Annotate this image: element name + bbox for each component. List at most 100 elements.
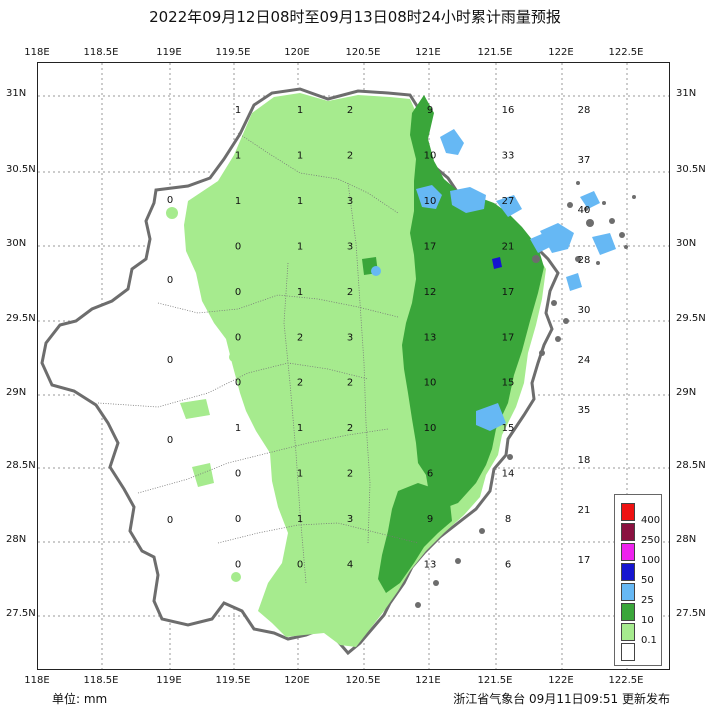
rainfall-value: 12 (424, 287, 437, 298)
rainfall-value: 37 (578, 155, 591, 166)
rainfall-value: 1 (297, 287, 303, 298)
rain-zone-intense (492, 257, 502, 269)
rainfall-value: 0 (167, 275, 173, 286)
map-svg: 0000011100001000111112211102233232223491… (38, 63, 669, 669)
legend-swatch (621, 643, 635, 661)
y-tick-left: 28N (6, 534, 27, 545)
rainfall-value: 1 (297, 241, 303, 252)
rainfall-value: 2 (297, 378, 303, 389)
x-tick-bottom: 118E (24, 675, 50, 686)
y-tick-right: 28N (676, 534, 697, 545)
legend-swatch (621, 503, 635, 521)
x-tick-bottom: 118.5E (83, 675, 119, 686)
y-tick-left: 30N (6, 238, 27, 249)
rainfall-value: 0 (167, 355, 173, 366)
y-tick-right: 29N (676, 387, 697, 398)
legend-swatch (621, 603, 635, 621)
rainfall-value: 2 (347, 423, 353, 434)
x-tick-bottom: 119.5E (215, 675, 251, 686)
rain-spot (229, 352, 239, 362)
islands (415, 181, 636, 608)
rain-spot (192, 463, 214, 487)
x-tick-bottom: 120E (284, 675, 310, 686)
rain-zone-heavy (566, 273, 582, 291)
rainfall-value: 0 (235, 560, 241, 571)
rainfall-value: 17 (578, 555, 591, 566)
x-tick-bottom: 120.5E (345, 675, 381, 686)
rainfall-value: 0 (167, 435, 173, 446)
rainfall-value: 13 (424, 332, 437, 343)
x-tick-top: 119E (156, 47, 182, 58)
legend-swatch (621, 563, 635, 581)
rainfall-value: 17 (502, 287, 515, 298)
x-tick-top: 118.5E (83, 47, 119, 58)
legend-label: 0.1 (641, 635, 657, 646)
rain-zone-heavy (592, 233, 616, 255)
rainfall-value: 17 (424, 241, 437, 252)
rain-zone-moderate (378, 483, 452, 593)
rainfall-value: 1 (235, 423, 241, 434)
county-borders (97, 132, 419, 584)
rain-spot (231, 572, 241, 582)
rainfall-value: 9 (427, 514, 433, 525)
y-tick-left: 28.5N (6, 460, 36, 471)
rainfall-value: 0 (235, 332, 241, 343)
rainfall-value: 2 (347, 105, 353, 116)
x-tick-top: 122E (548, 47, 574, 58)
legend-label: 50 (641, 575, 654, 586)
x-tick-top: 120.5E (345, 47, 381, 58)
rainfall-value: 10 (424, 150, 437, 161)
legend-label: 100 (641, 555, 661, 566)
rainfall-value: 28 (578, 105, 591, 116)
rainfall-value: 1 (297, 150, 303, 161)
rainfall-value: 21 (578, 505, 591, 516)
rainfall-value: 1 (235, 150, 241, 161)
rainfall-value: 10 (424, 423, 437, 434)
x-tick-top: 120E (284, 47, 310, 58)
rainfall-value: 3 (347, 332, 353, 343)
unit-label: 单位: mm (52, 692, 108, 706)
x-tick-bottom: 122E (548, 675, 574, 686)
rainfall-value: 10 (424, 378, 437, 389)
rainfall-value: 1 (297, 105, 303, 116)
y-tick-right: 29.5N (676, 313, 706, 324)
rainfall-value: 4 (347, 560, 353, 571)
x-tick-bottom: 119E (156, 675, 182, 686)
rainfall-value: 1 (297, 514, 303, 525)
x-tick-bottom: 122.5E (608, 675, 644, 686)
rainfall-value: 15 (502, 423, 515, 434)
rain-spot (166, 207, 178, 219)
map-title: 2022年09月12日08时至09月13日08时24小时累计雨量预报 (149, 8, 561, 26)
rain-zone-heavy (371, 266, 381, 276)
rainfall-value: 9 (427, 105, 433, 116)
rainfall-values: 0000011100001000111112211102233232223491… (167, 105, 591, 571)
rainfall-value: 33 (502, 150, 515, 161)
rainfall-value: 1 (235, 105, 241, 116)
rainfall-value: 1 (297, 469, 303, 480)
rain-spot (180, 399, 210, 419)
x-tick-bottom: 121.5E (477, 675, 513, 686)
legend: 400 250 100 50 25 10 0.1 (614, 494, 662, 666)
rainfall-value: 2 (347, 469, 353, 480)
rainfall-value: 18 (578, 455, 591, 466)
rainfall-value: 2 (297, 332, 303, 343)
rainfall-value: 0 (167, 515, 173, 526)
rainfall-value: 17 (502, 332, 515, 343)
y-tick-right: 28.5N (676, 460, 706, 471)
rainfall-value: 2 (347, 287, 353, 298)
rainfall-value: 13 (424, 560, 437, 571)
legend-label: 10 (641, 615, 654, 626)
y-tick-right: 27.5N (676, 608, 706, 619)
rainfall-value: 1 (297, 423, 303, 434)
rainfall-value: 2 (347, 378, 353, 389)
rainfall-value: 3 (347, 514, 353, 525)
rainfall-value: 2 (347, 150, 353, 161)
legend-swatch (621, 583, 635, 601)
legend-swatch (621, 543, 635, 561)
rainfall-value: 0 (235, 241, 241, 252)
x-tick-top: 122.5E (608, 47, 644, 58)
legend-swatch (621, 623, 635, 641)
rainfall-value: 6 (505, 560, 511, 571)
rainfall-value: 0 (235, 514, 241, 525)
rain-zone-heavy (416, 185, 442, 209)
